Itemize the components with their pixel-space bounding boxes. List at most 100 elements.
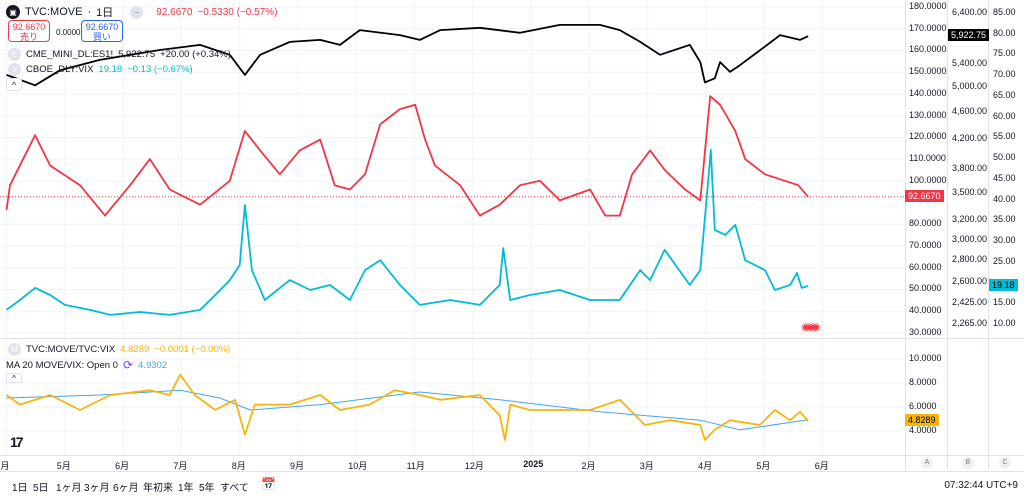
time-axis-label: 11月 <box>406 461 425 471</box>
change: −0.5330 (−0.57%) <box>197 6 278 18</box>
move-axis-label: 140.0000 <box>909 87 947 98</box>
interval[interactable]: 1日 <box>96 7 114 19</box>
main-legend: ▣ TVC:MOVE · 1日 − 92.6670 −0.5330 (−0.57… <box>6 4 277 20</box>
events-flag-icon[interactable]: ◉◉◉◉ <box>801 322 821 333</box>
ratio-value: 4.8289 <box>120 344 150 355</box>
es-axis-label: 2,265.00 <box>952 317 988 328</box>
clock[interactable]: 07:32:44 UTC+9 <box>944 480 1018 491</box>
pane-separator[interactable] <box>0 338 1024 339</box>
es-price-tag: 5,922.75 <box>948 29 990 42</box>
range-button[interactable]: 5年 <box>199 483 215 494</box>
time-axis-label: 4月 <box>698 461 713 471</box>
time-axis-label: 月 <box>0 461 10 471</box>
range-button[interactable]: 5日 <box>33 483 49 494</box>
range-button[interactable]: 1ヶ月 <box>56 483 82 494</box>
ma-value: 4.9302 <box>138 359 168 371</box>
date-range-calendar-icon[interactable]: 📅 <box>261 477 276 491</box>
range-button[interactable]: 3ヶ月 <box>84 483 110 494</box>
move-axis-label: 110.0000 <box>909 153 946 164</box>
scale-button-c[interactable]: C <box>999 457 1011 469</box>
spread: 0.0000 <box>56 28 81 37</box>
move-axis-label: 40.0000 <box>909 305 942 316</box>
series-line-ma-20-move-vix[interactable] <box>6 389 809 431</box>
ratio-price-tag: 4.8289 <box>905 414 939 427</box>
symbol-logo-icon: ▣ <box>6 5 20 19</box>
minus-icon[interactable]: − <box>130 5 144 19</box>
range-button[interactable]: 6ヶ月 <box>113 483 139 494</box>
vix-axis-label: 15.00 <box>993 297 1016 308</box>
ratio-axis-label: 8.0000 <box>909 377 937 387</box>
series-line-tvc-move[interactable] <box>5 95 809 217</box>
move-axis-label: 180.0000 <box>909 1 947 11</box>
move-axis-label: 60.0000 <box>909 261 942 272</box>
move-axis-label: 120.0000 <box>909 131 947 142</box>
series-line-cboe-dly-vix[interactable] <box>5 148 809 316</box>
move-axis-label: 150.0000 <box>909 66 947 77</box>
ratio-name: TVC:MOVE/TVC:VIX <box>26 344 116 355</box>
time-axis-label: 7月 <box>173 461 188 471</box>
range-button[interactable]: 1日 <box>12 483 28 494</box>
time-axis-label: 6月 <box>814 461 829 471</box>
overlay-value: 19.18 <box>98 64 123 75</box>
ratio-axis-label: 6.0000 <box>909 401 937 411</box>
vix-axis-label: 70.00 <box>993 69 1016 80</box>
es-axis-label: 3,500.00 <box>952 187 988 198</box>
overlay-name: CME_MINI_DL:ES1! <box>26 49 114 60</box>
es-axis-label: 5,400.00 <box>952 57 988 68</box>
chart-plot-area[interactable] <box>0 0 905 455</box>
buy-label: 買い <box>92 32 111 42</box>
es-badge-icon: E <box>8 48 21 61</box>
ratio-axis-label: 4.0000 <box>909 425 937 435</box>
toolbar-top <box>0 471 1024 472</box>
vix-axis-label: 35.00 <box>993 214 1016 225</box>
overlay-legend-vix[interactable]: V CBOE_DLY:VIX 19.18 −0.13 (−0.67%) <box>8 63 193 76</box>
series-line-tvc-move-tvc-vix[interactable] <box>5 373 809 441</box>
move-price-tag: 92.6670 <box>905 189 944 202</box>
move-axis-label: 160.0000 <box>909 44 947 55</box>
range-button[interactable]: すべて <box>220 483 249 494</box>
move-axis-label: 70.0000 <box>909 240 942 251</box>
ratio-change: −0.0001 (−0.00%) <box>154 344 231 355</box>
move-axis-label: 130.0000 <box>909 109 947 120</box>
buy-button[interactable]: 92.6670 買い <box>81 20 123 42</box>
es-axis-label: 2,800.00 <box>952 254 988 265</box>
move-axis-label: 30.0000 <box>909 326 942 337</box>
time-axis-label: 8月 <box>231 461 246 471</box>
sell-price: 92.6670 <box>12 22 46 32</box>
scale-button-a[interactable]: A <box>921 457 933 469</box>
tradingview-logo[interactable]: 17 <box>10 434 24 450</box>
vix-axis-label: 65.00 <box>993 89 1016 100</box>
collapse-lower-legend-button[interactable]: ^ <box>6 373 22 383</box>
ratio-axis-label: 10.0000 <box>909 353 942 363</box>
overlay-change: −0.13 (−0.67%) <box>127 64 193 75</box>
vix-axis-label: 60.00 <box>993 110 1016 121</box>
collapse-legend-button[interactable]: ^ <box>6 78 22 91</box>
time-axis-label: 5月 <box>756 461 771 471</box>
es-axis-label: 4,200.00 <box>952 132 988 143</box>
range-button[interactable]: 年初来 <box>143 483 173 494</box>
series-line-cme-mini-dl-es1-[interactable] <box>6 23 809 87</box>
ma-legend[interactable]: MA 20 MOVE/VIX: Open 0 ⟳ 4.9302 <box>6 358 167 372</box>
vix-axis-label: 40.00 <box>993 193 1016 204</box>
scale-button-b[interactable]: B <box>962 457 974 469</box>
move-axis-label: 80.0000 <box>909 218 942 229</box>
move-axis-label: 100.0000 <box>909 174 947 185</box>
separator: · <box>87 6 92 18</box>
loading-icon: ⟳ <box>122 358 134 372</box>
vix-axis-label: 75.00 <box>993 48 1016 59</box>
axis-divider <box>947 0 948 470</box>
time-axis-label: 2月 <box>581 461 596 471</box>
ma-label: MA 20 MOVE/VIX: Open 0 <box>6 359 118 371</box>
es-axis-label: 3,200.00 <box>952 214 988 225</box>
vix-axis-label: 45.00 <box>993 172 1016 183</box>
ratio-legend[interactable]: M TVC:MOVE/TVC:VIX 4.8289 −0.0001 (−0.00… <box>8 343 230 356</box>
overlay-legend-es[interactable]: E CME_MINI_DL:ES1! 5,922.75 +20.00 (+0.3… <box>8 48 231 61</box>
range-button[interactable]: 1年 <box>178 483 194 494</box>
sell-button[interactable]: 92.6670 売り <box>8 20 50 42</box>
symbol-name[interactable]: TVC:MOVE <box>25 6 83 18</box>
es-axis-label: 3,000.00 <box>952 233 988 244</box>
es-axis-label: 5,000.00 <box>952 80 988 91</box>
es-axis-label: 3,800.00 <box>952 162 988 173</box>
time-axis-label: 9月 <box>290 461 305 471</box>
es-axis-label: 6,400.00 <box>952 7 988 17</box>
